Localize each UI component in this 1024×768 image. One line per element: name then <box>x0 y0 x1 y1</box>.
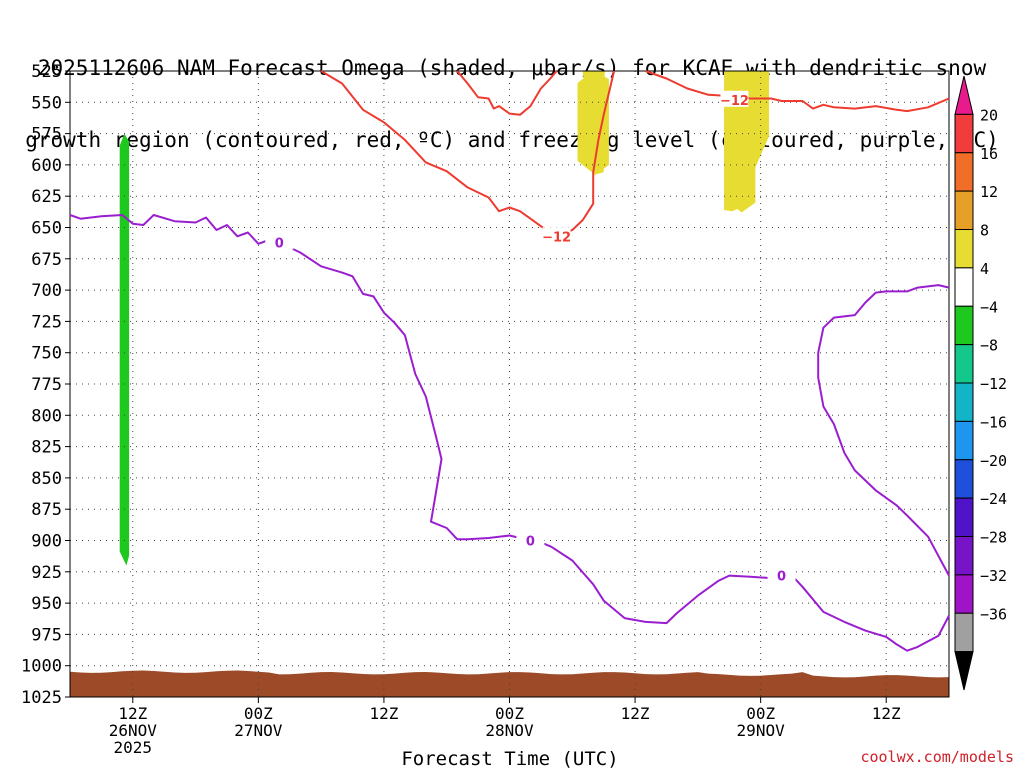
dgz-contour-mid <box>456 70 558 116</box>
x-tick-date: 26NOV <box>109 721 158 740</box>
colorbar-label: 20 <box>980 106 998 124</box>
x-tick-label: 00Z <box>746 704 775 723</box>
colorbar-swatch <box>954 497 974 537</box>
y-tick-label: 775 <box>31 375 62 395</box>
x-tick-date: 29NOV <box>737 721 786 740</box>
y-tick-label: 825 <box>31 438 62 458</box>
dgz-contour-top <box>645 70 950 113</box>
y-tick-label: 1025 <box>21 688 62 708</box>
y-tick-label: 625 <box>31 187 62 207</box>
y-tick-label: 600 <box>31 156 62 176</box>
omega-shaded-region-0 <box>119 133 130 566</box>
x-tick-label: 12Z <box>621 704 650 723</box>
y-tick-label: 700 <box>31 281 62 301</box>
colorbar-label: −16 <box>980 413 1007 431</box>
colorbar-label: −32 <box>980 567 1007 585</box>
colorbar-swatch <box>954 152 974 192</box>
colorbar-swatch <box>954 344 974 384</box>
dgz-label: −12 <box>720 94 749 109</box>
plot-frame <box>69 70 950 698</box>
chart-title-line-2: growth region (contoured, red, ºC) and f… <box>25 128 999 152</box>
colorbar-label: 8 <box>980 222 989 240</box>
x-tick-date: 28NOV <box>485 721 534 740</box>
colorbar-swatch <box>954 382 974 422</box>
dgz-label-bg <box>542 227 571 244</box>
y-tick-label: 875 <box>31 500 62 520</box>
freezing-level-label: 0 <box>777 570 786 585</box>
y-tick-label: 1000 <box>21 657 62 677</box>
colorbar-swatch <box>954 229 974 269</box>
colorbar-label: −20 <box>980 452 1007 470</box>
colorbar-label: 4 <box>980 260 989 278</box>
colorbar-swatch <box>954 536 974 576</box>
freezing-level-contour <box>69 214 950 652</box>
x-tick-label: 12Z <box>369 704 398 723</box>
freezing-level-label-bg <box>516 531 545 548</box>
x-tick-label: 12Z <box>118 704 147 723</box>
x-tick-label: 00Z <box>495 704 524 723</box>
colorbar-triangle-top <box>954 75 974 115</box>
chart-title: 2025112606 NAM Forecast Omega (shaded, μ… <box>0 8 1024 176</box>
y-tick-label: 575 <box>31 125 62 145</box>
colorbar-label: −8 <box>980 337 998 355</box>
y-tick-label: 725 <box>31 312 62 332</box>
colorbar-swatch <box>954 305 974 346</box>
colorbar-label: −28 <box>980 529 1007 547</box>
credit-text: coolwx.com/models <box>860 748 1014 766</box>
x-tick-label: 00Z <box>244 704 273 723</box>
colorbar-swatch <box>954 267 974 307</box>
x-tick-date: 27NOV <box>234 721 283 740</box>
y-tick-label: 550 <box>31 93 62 113</box>
colorbar-swatch <box>954 113 974 154</box>
y-tick-label: 900 <box>31 532 62 552</box>
dgz-contour-main <box>320 70 616 235</box>
x-tick-year: 2025 <box>114 738 153 757</box>
colorbar-label: −12 <box>980 375 1007 393</box>
freezing-level-label: 0 <box>526 535 535 550</box>
colorbar-label: −4 <box>980 298 998 316</box>
dgz-label-bg <box>720 90 749 107</box>
y-tick-label: 525 <box>31 62 62 82</box>
omega-shaded-region-4 <box>582 71 605 175</box>
y-tick-label: 650 <box>31 219 62 239</box>
colorbar-swatch <box>954 190 974 230</box>
chart-title-line-1: 2025112606 NAM Forecast Omega (shaded, μ… <box>37 56 987 80</box>
freezing-level-label: 0 <box>275 237 284 252</box>
colorbar-label: 16 <box>980 145 998 163</box>
y-tick-label: 850 <box>31 469 62 489</box>
colorbar-swatch <box>954 420 974 461</box>
freezing-level-label-bg <box>265 233 294 250</box>
freezing-level-label-bg <box>767 566 796 583</box>
colorbar-swatch <box>954 459 974 499</box>
freezing-level-contour-upper <box>817 284 950 577</box>
y-tick-label: 950 <box>31 594 62 614</box>
y-tick-label: 675 <box>31 250 62 270</box>
dgz-label: −12 <box>542 230 571 245</box>
colorbar-label: 12 <box>980 183 998 201</box>
colorbar-swatch <box>954 612 974 653</box>
colorbar-label: −24 <box>980 490 1007 508</box>
y-tick-label: 925 <box>31 563 62 583</box>
y-tick-label: 800 <box>31 406 62 426</box>
x-tick-label: 12Z <box>872 704 901 723</box>
colorbar-label: −36 <box>980 605 1007 623</box>
colorbar-swatch <box>954 574 974 614</box>
x-axis-label: Forecast Time (UTC) <box>401 748 618 768</box>
y-tick-label: 975 <box>31 625 62 645</box>
y-tick-label: 750 <box>31 344 62 364</box>
colorbar-triangle-bottom <box>954 651 974 691</box>
